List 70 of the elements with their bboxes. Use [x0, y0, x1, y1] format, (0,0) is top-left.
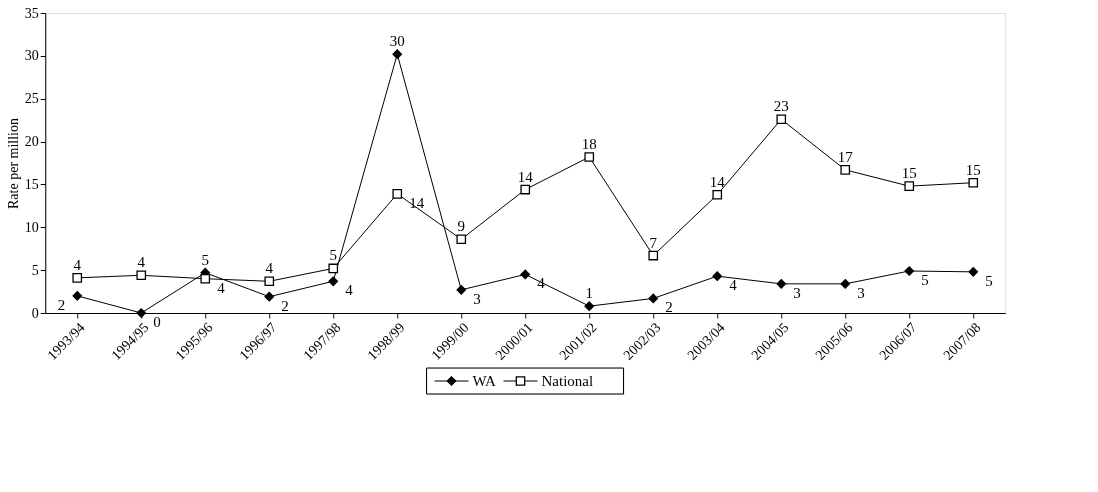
- data-label: 3: [793, 284, 801, 301]
- y-tick-label: 25: [24, 91, 39, 107]
- data-label: 3: [857, 284, 865, 301]
- point: [136, 308, 147, 318]
- point: [904, 181, 915, 191]
- point: [264, 276, 275, 287]
- point: [392, 49, 403, 59]
- point: [648, 250, 659, 261]
- point: [776, 114, 787, 125]
- y-tick-label: 15: [24, 176, 39, 192]
- data-label: 4: [265, 260, 274, 277]
- y-axis-title: Rate per million: [5, 118, 21, 209]
- data-label: 17: [837, 148, 854, 165]
- data-label: 2: [665, 299, 673, 316]
- data-label: 4: [137, 254, 146, 271]
- y-tick-label: 10: [24, 219, 39, 235]
- data-label: 3: [473, 290, 481, 307]
- point: [776, 279, 787, 289]
- data-label: 9: [457, 218, 465, 235]
- y-tick-label: 30: [24, 48, 39, 64]
- data-label: 23: [773, 98, 789, 115]
- data-label: 5: [201, 251, 209, 268]
- point: [136, 270, 147, 281]
- point: [72, 273, 83, 283]
- data-label: 4: [345, 282, 354, 299]
- point: [72, 291, 83, 301]
- data-label: 5: [329, 247, 337, 264]
- point: [520, 269, 531, 280]
- point: [520, 184, 531, 195]
- point: [584, 301, 595, 311]
- data-label: 30: [389, 33, 405, 50]
- y-tick-label: 5: [31, 262, 39, 278]
- data-label: 1: [585, 285, 593, 302]
- data-label: 7: [649, 234, 658, 251]
- data-label: 18: [581, 136, 597, 152]
- data-label: 4: [73, 256, 82, 273]
- point: [712, 271, 723, 281]
- point: [840, 279, 851, 289]
- data-label: 4: [729, 277, 738, 294]
- point: [328, 276, 339, 287]
- data-label: 0: [153, 314, 161, 330]
- legend-label: WA: [472, 373, 496, 389]
- data-label: 15: [901, 165, 917, 182]
- point: [328, 263, 339, 274]
- point: [456, 234, 467, 245]
- data-label: 2: [281, 297, 289, 314]
- point: [904, 266, 915, 276]
- data-label: 4: [217, 279, 226, 296]
- point: [968, 267, 979, 277]
- point: [968, 177, 979, 188]
- point: [200, 273, 211, 284]
- y-tick-label: 35: [24, 5, 39, 21]
- point: [584, 152, 595, 162]
- y-tick-label: 0: [31, 305, 39, 321]
- data-label: 4: [537, 275, 546, 292]
- data-label: 14: [709, 173, 726, 190]
- legend-label: National: [541, 373, 594, 389]
- data-label: 14: [517, 168, 534, 185]
- point: [712, 189, 723, 200]
- point: [456, 285, 467, 295]
- data-label: 2: [57, 296, 66, 313]
- data-label: 5: [921, 272, 929, 288]
- point: [264, 291, 275, 302]
- data-label: 5: [985, 272, 993, 289]
- y-tick-label: 20: [24, 134, 39, 150]
- data-label: 14: [409, 194, 425, 211]
- point: [392, 189, 403, 199]
- point: [648, 293, 659, 304]
- point: [840, 165, 851, 175]
- data-label: 15: [965, 161, 981, 178]
